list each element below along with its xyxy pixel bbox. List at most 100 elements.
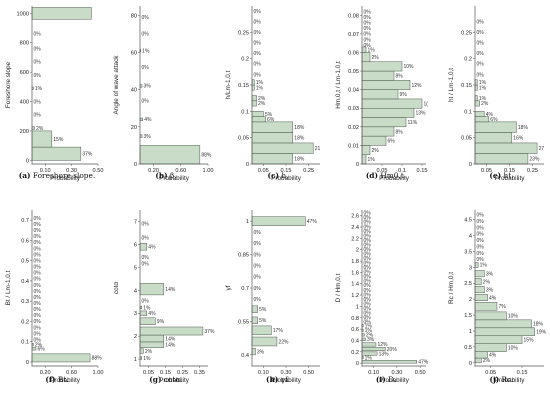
panel-a-bar xyxy=(31,7,92,20)
panel-a-bar-label: 0% xyxy=(34,99,42,105)
panel-g-bar-label: 0% xyxy=(142,262,150,268)
panel-a-y-tick-label: 0 xyxy=(26,158,29,164)
panel-f-y-tick-label: 0.7 xyxy=(21,218,29,224)
panel-c-bar xyxy=(251,142,314,154)
panel-h-bar-label: 0% xyxy=(254,286,262,292)
panel-c-x-tick-label: 0.25 xyxy=(303,168,314,174)
panel-d-bar-label: 6% xyxy=(388,139,396,145)
panel-i-y-tick-label: 0.2 xyxy=(351,350,359,356)
panel-h-bar xyxy=(251,325,272,336)
panel-j-bar-label: 2% xyxy=(483,279,491,285)
panel-g-bar-label: 0% xyxy=(142,255,150,261)
panel-j-bar-label: 7% xyxy=(498,304,506,310)
panel-j-x-tick-label: 0.05 xyxy=(485,370,496,376)
panel-d-bar-label: 0% xyxy=(364,32,372,38)
panel-d-y-tick-label: 0.06 xyxy=(348,50,359,56)
panel-f-y-tick-label: 0.6 xyxy=(21,238,29,244)
panel-i-bar-label: 0% xyxy=(364,256,372,262)
panel-i-bar-label: 0% xyxy=(364,233,372,239)
panel-i-bar-label: 0% xyxy=(364,274,372,280)
panel-g-bar-label: 14% xyxy=(165,336,176,342)
panel-j-bar xyxy=(474,286,485,294)
panel-j-bar-label: 0% xyxy=(477,213,485,219)
panel-c-y-tick-label: 0.05 xyxy=(238,136,249,142)
panel-i-y-tick-label: 2.4 xyxy=(351,225,359,231)
panel-j-bar-label: 3% xyxy=(486,287,494,293)
panel-h-x-tick-label: 0.50 xyxy=(303,370,314,376)
panel-g-x-tick-label: 0.35 xyxy=(194,370,205,376)
panel-e-bar xyxy=(474,132,513,144)
panel-c-bar xyxy=(251,100,257,107)
panel-f-bar-label: 88% xyxy=(92,356,103,362)
panel-g-bar-label: 1% xyxy=(143,356,151,362)
panel-d-bar xyxy=(361,89,399,100)
panel-i-bar-label: 47% xyxy=(418,360,429,366)
panel-f-y-tick-label: 0 xyxy=(26,360,29,366)
panel-j-y-tick-label: 1 xyxy=(469,329,472,335)
panel-e-bar-label: 16% xyxy=(513,135,524,141)
panel-g-y-tick-label: 7 xyxy=(134,219,137,225)
panel-a-bar-label: 0% xyxy=(34,46,42,52)
panel-i-y-tick-label: 0.6 xyxy=(351,327,359,333)
panel-e-bar-label: 23% xyxy=(529,157,540,163)
panel-i-y-axis-label: D / Hm,0,t xyxy=(335,273,342,302)
panel-c-y-tick-label: 0 xyxy=(246,162,249,168)
panel-c-y-tick-label: 0.25 xyxy=(238,30,249,36)
panel-c-bar-label: 2% xyxy=(258,101,266,107)
panel-j-y-tick-label: 4 xyxy=(469,233,472,239)
panel-d-y-tick-label: 0.02 xyxy=(348,125,359,131)
panel-g-bar-label: 14% xyxy=(165,287,176,293)
panel-j-bar xyxy=(474,319,532,329)
panel-d-y-tick-label: 0.05 xyxy=(348,69,359,75)
panel-e-bar-label: 0% xyxy=(477,20,485,26)
panel-h-bar-label: 47% xyxy=(307,219,318,225)
panel-g-bar-label: 0% xyxy=(142,222,150,228)
panel-g-caption: (g) cotα. xyxy=(149,375,182,384)
panel-a-bar-label: 37% xyxy=(82,152,93,158)
panel-b-y-tick-label: 40 xyxy=(131,88,137,94)
panel-d-x-tick-label: 0.05 xyxy=(377,168,388,174)
panel-d-bar xyxy=(361,70,395,81)
panel-e-y-tick-label: 0.05 xyxy=(461,136,472,142)
panel-a-bar-label: 0% xyxy=(34,32,42,38)
panel-e-bar-label: 27 xyxy=(539,146,545,152)
panel-f-bar-label: 0% xyxy=(34,271,42,277)
panel-f-bar-label: 0% xyxy=(34,246,42,252)
panel-c-bar-label: 1% xyxy=(256,85,264,91)
panel-i-x-axis-label: Probability xyxy=(379,377,410,384)
panel-h-caption-letter: (h) xyxy=(266,375,278,384)
panel-d-bar-label: 11% xyxy=(408,120,418,126)
panel-a-bar xyxy=(31,126,35,130)
panel-d-bar-label: 0% xyxy=(364,43,372,49)
panel-d-bar-label: 1% xyxy=(368,47,376,53)
panel-h-caption-text: γf. xyxy=(278,375,290,384)
panel-g-x-axis-label: Probability xyxy=(159,377,190,384)
panel-e-bar-label: 1% xyxy=(479,96,487,102)
panel-g-y-tick-label: 4 xyxy=(134,288,137,294)
panel-f-y-axis-label: Bt / Lm-1,0,t xyxy=(5,270,12,305)
panel-i-bar-label: 0% xyxy=(364,238,372,244)
panel-j-bar xyxy=(474,262,479,268)
panel-b-y-tick-label: 60 xyxy=(131,50,137,56)
panel-j-bar xyxy=(474,294,488,301)
panel-e-bar-label: 6% xyxy=(490,117,498,123)
panel-j-bar-label: 1% xyxy=(480,263,488,269)
panel-g-bar-label: 14% xyxy=(165,343,176,349)
panel-h-y-tick-label: 0.55 xyxy=(238,319,249,325)
panel-j-bar-label: 10% xyxy=(508,314,519,320)
panel-d-bar xyxy=(361,126,395,137)
panel-f-bar xyxy=(31,353,91,363)
panel-g-y-tick-label: 1 xyxy=(134,357,137,363)
panel-g-caption-letter: (g) xyxy=(149,375,161,384)
panel-j-bar xyxy=(474,302,498,311)
panel-i-y-tick-label: 0.8 xyxy=(351,316,359,322)
panel-j-y-tick-label: 4.5 xyxy=(464,218,472,224)
panel-f-x-axis-label: Probability xyxy=(50,377,81,384)
panel-i-bar-label: 3% xyxy=(367,337,375,343)
panel-c-bar-label: 1% xyxy=(256,80,264,86)
panel-j-bar xyxy=(474,351,488,359)
panel-i-y-tick-label: 0.4 xyxy=(351,338,359,344)
panel-e-bar-label: 0% xyxy=(477,51,485,57)
panel-c-bar xyxy=(251,95,257,102)
